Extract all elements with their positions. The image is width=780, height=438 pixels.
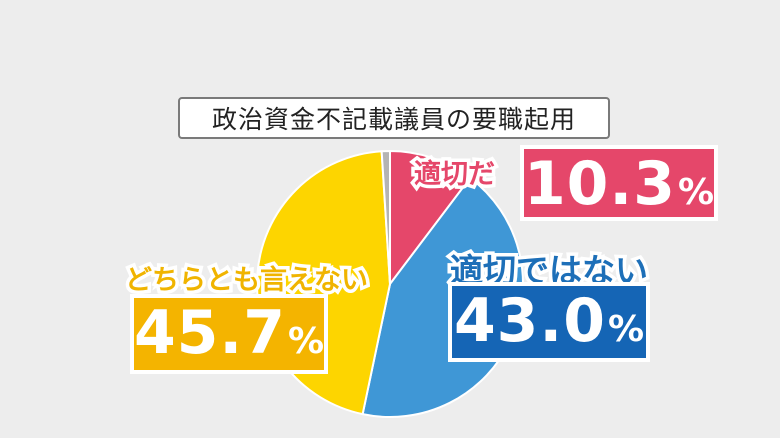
value-neither: 45.7 [133, 298, 286, 368]
value-appropriate: 10.3 [523, 149, 676, 219]
percent-sign-not-appropriate: % [607, 309, 645, 350]
pie-slice-appropriate [389, 149, 472, 287]
label-neither: どちらとも言えない [122, 262, 372, 300]
chart-title: 政治資金不記載議員の要職起用 [178, 97, 610, 139]
label-appropriate: 適切だ [411, 156, 499, 194]
percent-sign-neither: % [287, 321, 325, 362]
pie-slice-other [380, 149, 391, 285]
value-box-appropriate: 10.3 % [520, 145, 718, 221]
value-box-not-appropriate: 43.0 % [448, 282, 650, 362]
percent-sign-appropriate: % [677, 172, 715, 213]
value-box-neither: 45.7 % [130, 294, 328, 374]
value-not-appropriate: 43.0 [453, 286, 606, 356]
